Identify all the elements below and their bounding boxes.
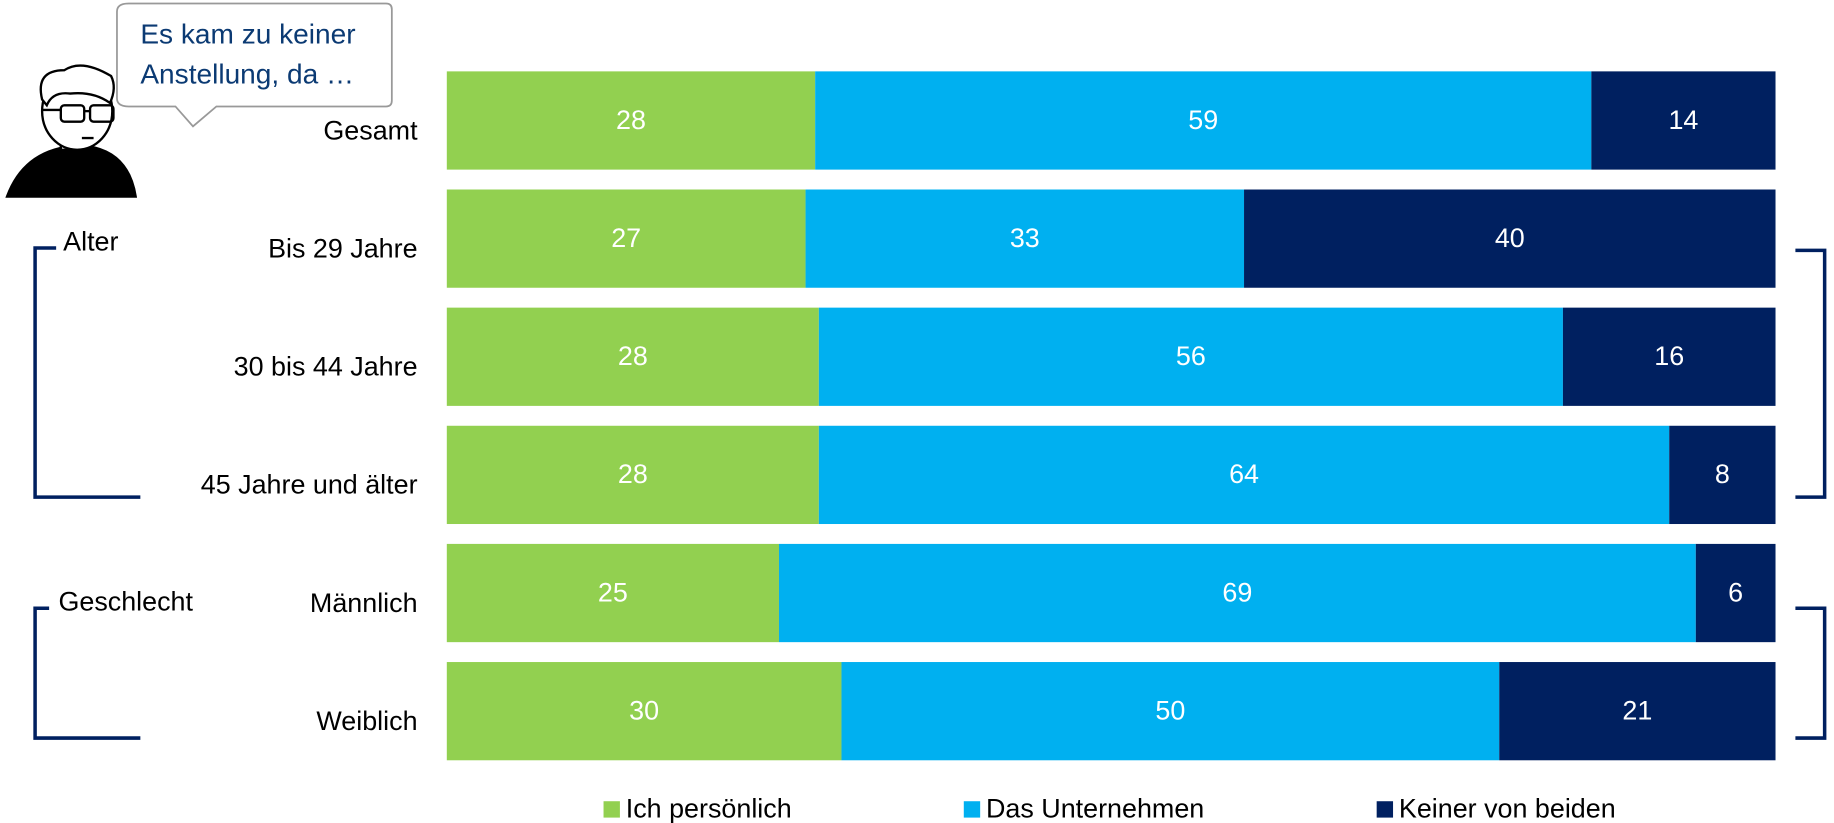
bar-segment bbox=[1244, 189, 1776, 288]
bar-segment bbox=[446, 71, 816, 170]
value-label: 8 bbox=[1715, 459, 1730, 489]
person-icon bbox=[5, 64, 138, 198]
bar-segment bbox=[1591, 71, 1776, 170]
group-bracket bbox=[1795, 248, 1827, 499]
value-label: 69 bbox=[1222, 577, 1252, 607]
bar-segment bbox=[805, 189, 1245, 288]
value-label: 16 bbox=[1654, 341, 1684, 371]
bar-segment bbox=[778, 543, 1696, 643]
bar-segment bbox=[1499, 662, 1776, 761]
speech-text: Anstellung, da … bbox=[140, 58, 354, 89]
category-label: 30 bis 44 Jahre bbox=[234, 352, 418, 382]
group-label: Geschlecht bbox=[58, 587, 193, 617]
value-label: 40 bbox=[1495, 223, 1525, 253]
category-label: Weiblich bbox=[316, 706, 417, 736]
bar-segment bbox=[446, 189, 806, 288]
value-label: 30 bbox=[629, 695, 659, 725]
group-label: Alter bbox=[63, 226, 118, 256]
speech-text: Es kam zu keiner bbox=[140, 19, 355, 50]
value-label: 27 bbox=[611, 223, 641, 253]
value-label: 28 bbox=[618, 341, 648, 371]
bar-segment bbox=[446, 307, 819, 406]
group-bracket bbox=[33, 606, 141, 740]
value-label: 21 bbox=[1622, 695, 1652, 725]
legend-swatch bbox=[963, 801, 981, 818]
group-bracket bbox=[33, 246, 141, 499]
legend-swatch bbox=[603, 801, 620, 818]
bar-segment bbox=[818, 307, 1563, 406]
bar-segment bbox=[1695, 543, 1776, 643]
group-bracket bbox=[1795, 606, 1827, 740]
value-label: 56 bbox=[1176, 341, 1206, 371]
legend-label: Ich persönlich bbox=[626, 794, 792, 823]
bar-segment bbox=[815, 71, 1592, 170]
value-label: 14 bbox=[1668, 105, 1698, 135]
bar-segment bbox=[841, 662, 1500, 761]
legend-swatch bbox=[1376, 801, 1394, 818]
category-label: 45 Jahre und älter bbox=[201, 470, 418, 500]
value-label: 59 bbox=[1188, 105, 1218, 135]
bar-segment bbox=[818, 425, 1670, 525]
category-label: Bis 29 Jahre bbox=[268, 233, 417, 263]
bar-segment bbox=[1669, 425, 1776, 525]
speech-bubble bbox=[116, 2, 393, 128]
legend-label: Keiner von beiden bbox=[1399, 794, 1616, 823]
value-label: 6 bbox=[1728, 577, 1743, 607]
value-label: 28 bbox=[618, 459, 648, 489]
category-label: Gesamt bbox=[323, 115, 418, 145]
category-label: Männlich bbox=[310, 588, 418, 618]
value-label: 50 bbox=[1155, 695, 1185, 725]
value-label: 28 bbox=[616, 105, 646, 135]
legend-label: Das Unternehmen bbox=[986, 794, 1204, 823]
bar-segment bbox=[1562, 307, 1776, 406]
bar-segment bbox=[446, 543, 779, 643]
value-label: 64 bbox=[1229, 459, 1259, 489]
bar-segment bbox=[446, 425, 819, 525]
value-label: 25 bbox=[598, 577, 628, 607]
value-label: 33 bbox=[1010, 223, 1040, 253]
bar-segment bbox=[446, 662, 842, 761]
